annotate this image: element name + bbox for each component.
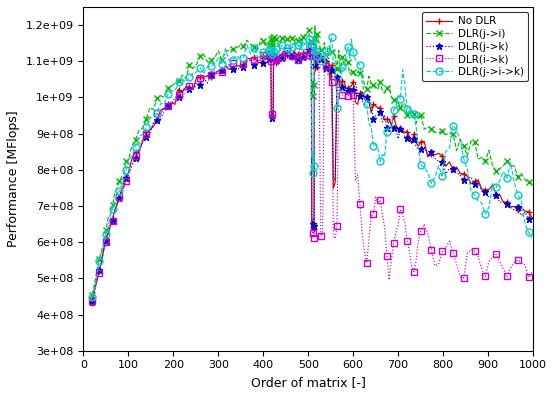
No DLR bbox=[357, 91, 363, 95]
DLR(j->k) bbox=[305, 48, 312, 52]
No DLR bbox=[172, 101, 178, 106]
DLR(j->k) bbox=[357, 93, 363, 98]
No DLR bbox=[417, 139, 424, 144]
No DLR bbox=[529, 215, 536, 220]
DLR(i->k) bbox=[357, 202, 363, 206]
DLR(j->i->k) bbox=[417, 162, 424, 167]
DLR(j->k) bbox=[172, 95, 178, 100]
DLR(i->k) bbox=[529, 270, 536, 274]
DLR(j->i) bbox=[211, 55, 218, 60]
DLR(j->i->k) bbox=[288, 47, 294, 52]
No DLR bbox=[288, 52, 294, 57]
Legend: No DLR, DLR(j->i), DLR(j->k), DLR(i->k), DLR(j->i->k): No DLR, DLR(j->i), DLR(j->k), DLR(i->k),… bbox=[422, 12, 528, 81]
DLR(i->k) bbox=[288, 54, 294, 59]
Line: DLR(j->i): DLR(j->i) bbox=[89, 23, 536, 298]
DLR(j->k) bbox=[208, 72, 214, 77]
No DLR bbox=[89, 301, 96, 305]
DLR(j->k) bbox=[288, 57, 294, 62]
DLR(j->i) bbox=[172, 81, 178, 86]
Line: DLR(i->k): DLR(i->k) bbox=[90, 44, 535, 304]
DLR(i->k) bbox=[308, 44, 315, 49]
DLR(i->k) bbox=[172, 103, 178, 108]
DLR(j->i) bbox=[417, 112, 424, 117]
DLR(j->i) bbox=[529, 181, 536, 186]
DLR(j->k) bbox=[529, 220, 536, 225]
DLR(j->i->k) bbox=[89, 294, 96, 299]
DLR(j->i->k) bbox=[211, 61, 218, 66]
DLR(i->k) bbox=[417, 229, 424, 234]
DLR(j->i->k) bbox=[172, 88, 178, 93]
DLR(i->k) bbox=[211, 68, 218, 73]
Line: No DLR: No DLR bbox=[89, 46, 536, 307]
DLR(j->i->k) bbox=[357, 63, 363, 68]
Line: DLR(j->k): DLR(j->k) bbox=[89, 47, 536, 305]
DLR(j->i) bbox=[89, 292, 96, 297]
No DLR bbox=[208, 74, 214, 79]
DLR(i->k) bbox=[208, 72, 214, 77]
DLR(j->i->k) bbox=[208, 64, 214, 69]
Line: DLR(j->i->k): DLR(j->i->k) bbox=[89, 30, 536, 300]
No DLR bbox=[211, 72, 218, 76]
DLR(j->k) bbox=[417, 146, 424, 151]
No DLR bbox=[308, 48, 315, 52]
DLR(i->k) bbox=[89, 299, 96, 304]
DLR(j->i->k) bbox=[311, 31, 318, 36]
DLR(j->i) bbox=[288, 34, 294, 39]
Y-axis label: Performance [MFlops]: Performance [MFlops] bbox=[7, 110, 20, 247]
X-axis label: Order of matrix [-]: Order of matrix [-] bbox=[251, 376, 366, 389]
DLR(j->i) bbox=[357, 71, 363, 76]
DLR(j->k) bbox=[211, 70, 218, 75]
DLR(j->k) bbox=[89, 299, 96, 304]
DLR(j->i) bbox=[208, 58, 214, 63]
DLR(j->i->k) bbox=[529, 235, 536, 240]
DLR(j->i) bbox=[311, 24, 318, 29]
